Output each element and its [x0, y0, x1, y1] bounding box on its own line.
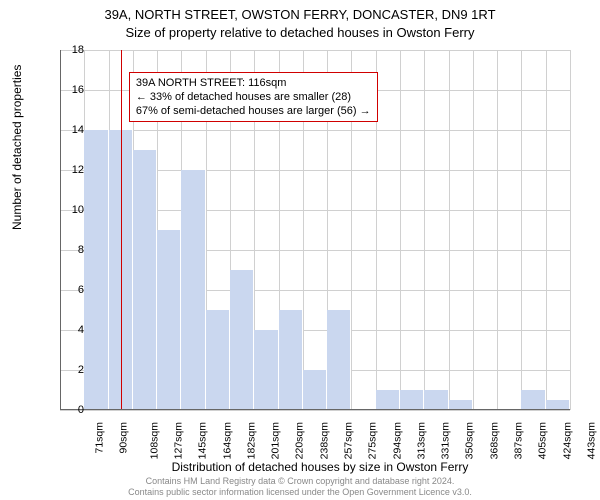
chart-area: 39A NORTH STREET: 116sqm← 33% of detache… [60, 50, 570, 410]
gridline-v [60, 50, 61, 410]
x-tick-label: 90sqm [118, 422, 130, 454]
y-tick-label: 2 [54, 364, 84, 376]
chart-title-block: 39A, NORTH STREET, OWSTON FERRY, DONCAST… [0, 0, 600, 41]
x-tick-label: 220sqm [294, 422, 306, 459]
x-tick-label: 201sqm [270, 422, 282, 459]
gridline-v [424, 50, 425, 410]
histogram-bar [400, 390, 424, 410]
callout-line: ← 33% of detached houses are smaller (28… [136, 90, 371, 104]
gridline-v [400, 50, 401, 410]
x-tick-label: 164sqm [221, 422, 233, 459]
histogram-bar [254, 330, 278, 410]
y-tick-label: 0 [54, 404, 84, 416]
x-tick-label: 294sqm [391, 422, 403, 459]
attribution-footer: Contains HM Land Registry data © Crown c… [0, 476, 600, 498]
histogram-bar [109, 130, 133, 410]
footer-line-2: Contains public sector information licen… [0, 487, 600, 498]
histogram-bar [424, 390, 448, 410]
x-tick-label: 368sqm [488, 422, 500, 459]
x-tick-label: 71sqm [94, 422, 106, 454]
histogram-bar [230, 270, 254, 410]
gridline-v [546, 50, 547, 410]
x-tick-label: 182sqm [245, 422, 257, 459]
y-tick-label: 10 [54, 204, 84, 216]
histogram-bar [376, 390, 400, 410]
x-tick-label: 443sqm [585, 422, 597, 459]
y-tick-label: 16 [54, 84, 84, 96]
histogram-bar [181, 170, 205, 410]
y-tick-label: 8 [54, 244, 84, 256]
histogram-bar [133, 150, 157, 410]
title-subtitle: Size of property relative to detached ho… [0, 24, 600, 42]
y-tick-label: 14 [54, 124, 84, 136]
footer-line-1: Contains HM Land Registry data © Crown c… [0, 476, 600, 487]
histogram-bar [521, 390, 545, 410]
callout-line: 39A NORTH STREET: 116sqm [136, 76, 371, 90]
plot-region: 39A NORTH STREET: 116sqm← 33% of detache… [60, 50, 570, 410]
histogram-bar [303, 370, 327, 410]
x-tick-label: 108sqm [148, 422, 160, 459]
y-tick-label: 6 [54, 284, 84, 296]
x-tick-label: 238sqm [318, 422, 330, 459]
x-tick-label: 350sqm [464, 422, 476, 459]
x-axis-label: Distribution of detached houses by size … [0, 460, 600, 474]
x-tick-label: 424sqm [561, 422, 573, 459]
y-tick-label: 18 [54, 44, 84, 56]
histogram-bar [84, 130, 108, 410]
gridline-v [497, 50, 498, 410]
title-address: 39A, NORTH STREET, OWSTON FERRY, DONCAST… [0, 6, 600, 24]
gridline-h [60, 410, 570, 411]
y-tick-label: 4 [54, 324, 84, 336]
gridline-h [60, 50, 570, 51]
gridline-v [473, 50, 474, 410]
y-tick-label: 12 [54, 164, 84, 176]
histogram-bar [206, 310, 230, 410]
x-tick-label: 405sqm [537, 422, 549, 459]
property-callout: 39A NORTH STREET: 116sqm← 33% of detache… [129, 72, 378, 123]
x-tick-label: 145sqm [197, 422, 209, 459]
gridline-h [60, 130, 570, 131]
histogram-bar [157, 230, 181, 410]
x-tick-label: 331sqm [440, 422, 452, 459]
histogram-bar [449, 400, 473, 410]
x-tick-label: 275sqm [367, 422, 379, 459]
x-tick-label: 313sqm [415, 422, 427, 459]
y-axis-label: Number of detached properties [10, 65, 24, 230]
gridline-v [521, 50, 522, 410]
histogram-bar [546, 400, 570, 410]
histogram-bar [327, 310, 351, 410]
x-tick-label: 387sqm [512, 422, 524, 459]
callout-line: 67% of semi-detached houses are larger (… [136, 104, 371, 118]
histogram-bar [279, 310, 303, 410]
x-tick-label: 257sqm [342, 422, 354, 459]
gridline-v [570, 50, 571, 410]
gridline-v [449, 50, 450, 410]
x-tick-label: 127sqm [172, 422, 184, 459]
